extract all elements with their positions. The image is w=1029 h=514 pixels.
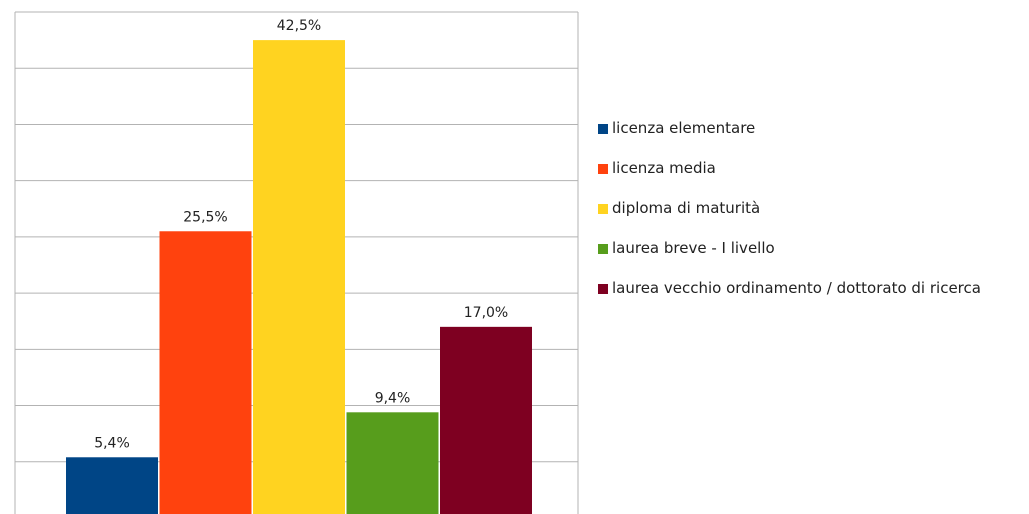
chart: 5,4% 25,5% 42,5% 9,4% 17,0%: [14, 11, 579, 514]
legend-item: diploma di maturità: [598, 198, 1023, 218]
bar: [159, 231, 252, 514]
legend-label: laurea vecchio ordinamento / dottorato d…: [612, 279, 981, 297]
data-label: 9,4%: [375, 390, 411, 406]
legend-item: licenza media: [598, 158, 1023, 178]
legend-label: laurea breve - I livello: [612, 239, 775, 257]
legend-swatch: [598, 284, 608, 294]
legend-label: diploma di maturità: [612, 199, 761, 217]
data-label: 5,4%: [94, 435, 130, 451]
data-label: 17,0%: [464, 305, 508, 321]
legend-swatch: [598, 244, 608, 254]
data-label: 42,5%: [277, 18, 321, 34]
bar: [346, 412, 439, 514]
data-label: 25,5%: [183, 209, 227, 225]
legend-swatch: [598, 164, 608, 174]
legend-swatch: [598, 204, 608, 214]
legend: licenza elementare licenza media diploma d…: [598, 118, 1023, 318]
bar: [253, 40, 345, 514]
bar: [66, 457, 158, 514]
legend-item: licenza elementare: [598, 118, 1023, 138]
legend-label: licenza media: [612, 159, 716, 177]
legend-item: laurea vecchio ordinamento / dottorato d…: [598, 278, 1023, 298]
bar: [440, 326, 532, 514]
legend-label: licenza elementare: [612, 119, 756, 137]
legend-item: laurea breve - I livello: [598, 238, 1023, 258]
legend-swatch: [598, 124, 608, 134]
